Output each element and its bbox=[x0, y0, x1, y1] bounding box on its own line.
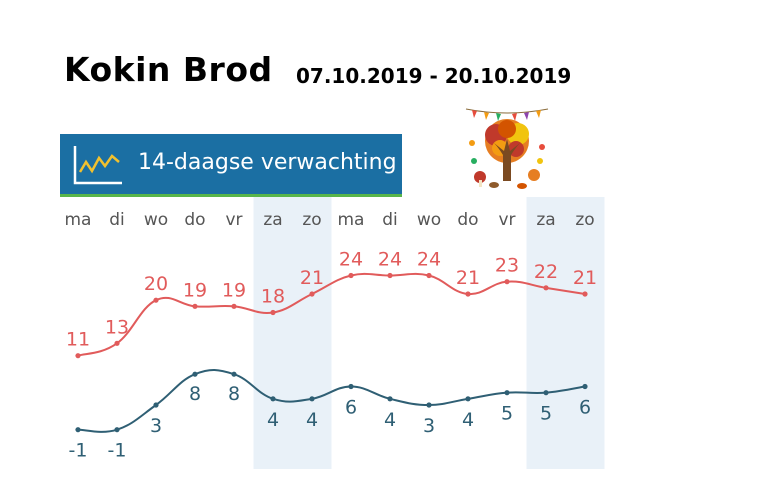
forecast-panel: ma di wo do vr za zo ma di wo do vr za zo 11 13 20 19 19 18… bbox=[60, 197, 608, 469]
weekend-shade bbox=[253, 197, 293, 469]
min-temp-label: 3 bbox=[150, 415, 162, 437]
max-temp-point bbox=[582, 291, 588, 297]
min-temp-point bbox=[231, 371, 237, 377]
min-temp-point bbox=[309, 396, 315, 402]
min-temp-label: 4 bbox=[384, 409, 396, 431]
min-temp-point bbox=[192, 371, 198, 377]
min-temp-label: 5 bbox=[540, 403, 552, 425]
min-temp-label: -1 bbox=[69, 440, 88, 462]
day-label: za bbox=[263, 210, 282, 230]
max-temp-point bbox=[231, 303, 237, 309]
min-temp-point bbox=[465, 396, 471, 402]
page-title: Kokin Brod bbox=[64, 50, 273, 89]
min-temp-label: 8 bbox=[228, 383, 240, 405]
weekend-shade bbox=[292, 197, 332, 469]
max-temp-label: 24 bbox=[339, 249, 363, 271]
max-temp-point bbox=[426, 272, 432, 279]
min-temp-label: 5 bbox=[501, 403, 513, 425]
autumn-tree-icon bbox=[465, 108, 549, 189]
day-label: za bbox=[536, 210, 555, 230]
min-temp-point bbox=[348, 383, 354, 390]
min-temp-point bbox=[153, 402, 159, 408]
max-temp-label: 22 bbox=[534, 261, 558, 283]
min-temp-label: 3 bbox=[423, 415, 435, 437]
min-temp-point bbox=[504, 390, 510, 396]
day-label: wo bbox=[417, 210, 441, 230]
max-temp-label: 24 bbox=[417, 249, 441, 271]
max-temp-point bbox=[348, 272, 354, 279]
min-temp-point bbox=[543, 390, 549, 396]
min-temp-line bbox=[77, 369, 586, 433]
max-temp-point bbox=[153, 297, 159, 303]
day-label: vr bbox=[498, 210, 515, 230]
max-temp-point bbox=[75, 353, 81, 359]
max-temp-label: 20 bbox=[144, 273, 168, 295]
max-temp-point bbox=[114, 340, 120, 346]
min-temp-point bbox=[387, 396, 393, 402]
header-accent bbox=[60, 194, 402, 197]
max-temp-label: 18 bbox=[261, 286, 285, 308]
day-label: vr bbox=[225, 210, 242, 230]
max-temp-label: 21 bbox=[300, 267, 324, 289]
day-label: zo bbox=[302, 210, 321, 230]
min-temp-label: 4 bbox=[267, 409, 279, 431]
min-temp-label: 4 bbox=[306, 409, 318, 431]
max-temp-label: 21 bbox=[573, 267, 597, 289]
max-temp-label: 11 bbox=[66, 329, 90, 351]
max-temp-label: 24 bbox=[378, 249, 402, 271]
day-label: ma bbox=[65, 210, 92, 230]
forecast-title: 14-daagse verwachting bbox=[138, 150, 397, 175]
min-temp-point bbox=[426, 402, 432, 408]
weekend-shade bbox=[565, 197, 605, 469]
max-temp-line bbox=[77, 272, 586, 357]
day-label: do bbox=[457, 210, 478, 230]
day-label: do bbox=[184, 210, 205, 230]
min-temp-label: 8 bbox=[189, 383, 201, 405]
max-temp-point bbox=[309, 291, 315, 297]
day-label: di bbox=[109, 210, 125, 230]
max-temp-point bbox=[504, 279, 510, 285]
min-temp-label: 6 bbox=[579, 397, 591, 419]
max-temp-point bbox=[387, 272, 393, 279]
date-range: 07.10.2019 - 20.10.2019 bbox=[296, 64, 572, 88]
weekend-shade bbox=[526, 197, 566, 469]
max-temp-point bbox=[543, 285, 549, 291]
min-temp-point bbox=[114, 427, 120, 433]
day-label: wo bbox=[144, 210, 168, 230]
max-temp-point bbox=[465, 291, 471, 297]
day-label: zo bbox=[575, 210, 594, 230]
max-temp-label: 19 bbox=[183, 279, 207, 301]
line-chart-icon bbox=[73, 146, 122, 185]
day-label: ma bbox=[338, 210, 365, 230]
min-temp-label: 4 bbox=[462, 409, 474, 431]
day-label: di bbox=[382, 210, 398, 230]
max-temp-label: 23 bbox=[495, 255, 519, 277]
min-temp-label: 6 bbox=[345, 397, 357, 419]
min-temp-label: -1 bbox=[108, 440, 127, 462]
max-temp-point bbox=[192, 303, 198, 309]
min-temp-point bbox=[75, 427, 81, 433]
min-temp-point bbox=[582, 383, 588, 390]
max-temp-label: 13 bbox=[105, 316, 129, 338]
forecast-header: 14-daagse verwachting bbox=[60, 134, 402, 197]
min-temp-point bbox=[270, 396, 276, 402]
max-temp-label: 21 bbox=[456, 267, 480, 289]
max-temp-point bbox=[270, 309, 276, 316]
max-temp-label: 19 bbox=[222, 279, 246, 301]
